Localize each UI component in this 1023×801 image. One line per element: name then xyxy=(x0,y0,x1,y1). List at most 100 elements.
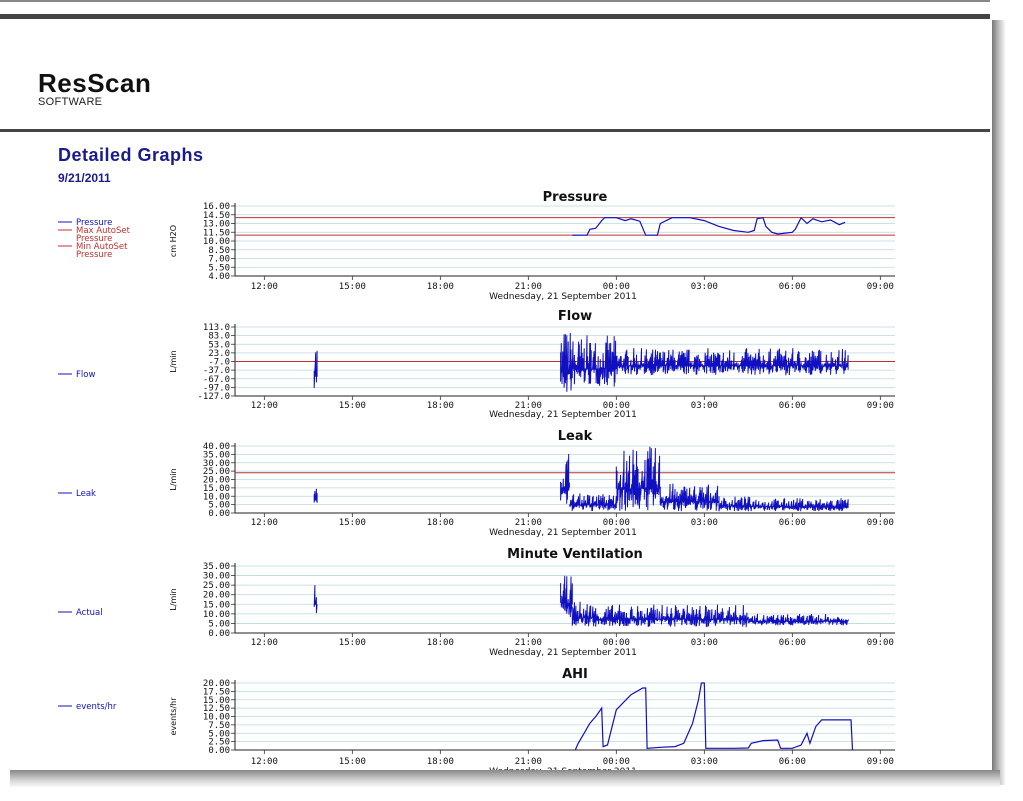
chart-title: Flow xyxy=(558,309,592,324)
chart-flow: Flow 113.083.053.023.0-7.0-37.0-67.0-97.0… xyxy=(58,309,895,420)
x-tick-label: 15:00 xyxy=(339,282,366,292)
y-tick-label: 16.00 xyxy=(203,202,230,212)
x-axis-caption: Wednesday, 21 September 2011 xyxy=(489,292,637,302)
y-tick-label: 5.50 xyxy=(208,263,230,273)
series-burst xyxy=(313,488,318,503)
y-tick-label: 10.00 xyxy=(203,610,230,620)
x-tick-label: 12:00 xyxy=(251,518,278,528)
legend-label: Min AutoSet xyxy=(76,242,128,252)
y-axis-label: L/min xyxy=(169,588,178,610)
series-line xyxy=(574,682,854,751)
series-burst xyxy=(313,585,318,614)
y-tick-label: 14.50 xyxy=(203,211,230,221)
y-axis-label: L/min xyxy=(169,468,178,490)
series-burst xyxy=(747,613,849,626)
x-tick-label: 03:00 xyxy=(691,401,718,411)
y-tick-label: -67.0 xyxy=(203,375,230,385)
legend-label-cont: Pressure xyxy=(76,234,112,244)
y-tick-label: 12.50 xyxy=(203,704,230,714)
page-shadow-bottom xyxy=(10,770,1000,788)
top-rule xyxy=(0,14,990,19)
x-tick-label: 18:00 xyxy=(427,282,454,292)
legend-label-cont: Pressure xyxy=(76,250,112,260)
x-tick-label: 06:00 xyxy=(779,282,806,292)
y-tick-label: 7.00 xyxy=(208,255,230,265)
brand-subtitle: SOFTWARE xyxy=(38,96,103,108)
series-burst xyxy=(762,498,849,512)
legend-label: Flow xyxy=(76,370,95,380)
y-tick-label: 25.00 xyxy=(203,581,230,591)
x-tick-label: 09:00 xyxy=(867,282,894,292)
legend-label: events/hr xyxy=(76,702,117,712)
chart-title: Minute Ventilation xyxy=(507,547,643,562)
y-tick-label: 2.50 xyxy=(208,738,230,748)
brand-name: ResScan xyxy=(38,68,152,98)
y-tick-label: 35.00 xyxy=(203,562,230,572)
x-tick-label: 18:00 xyxy=(427,401,454,411)
x-tick-label: 06:00 xyxy=(779,757,806,767)
x-tick-label: 00:00 xyxy=(603,282,630,292)
chart-pressure: Pressure 16.0014.5013.0011.5010.008.507.0… xyxy=(58,190,895,302)
chart-title: AHI xyxy=(562,667,588,682)
y-tick-label: 20.00 xyxy=(203,679,230,689)
legend-label: Max AutoSet xyxy=(76,226,131,236)
x-tick-label: 03:00 xyxy=(691,757,718,767)
y-tick-label: -97.0 xyxy=(203,383,230,393)
x-tick-label: 21:00 xyxy=(515,757,542,767)
y-tick-label: 25.00 xyxy=(203,467,230,477)
series-burst xyxy=(659,483,720,512)
y-axis-label: L/min xyxy=(169,350,178,372)
report-date: 9/21/2011 xyxy=(58,171,111,185)
series-burst xyxy=(615,348,849,376)
series-burst xyxy=(313,350,318,389)
x-tick-label: 06:00 xyxy=(779,638,806,648)
x-tick-label: 00:00 xyxy=(603,401,630,411)
report-page: ResScan SOFTWARE Detailed Graphs 9/21/20… xyxy=(0,0,990,770)
y-tick-label: 20.00 xyxy=(203,591,230,601)
y-tick-label: 20.00 xyxy=(203,476,230,486)
x-tick-label: 21:00 xyxy=(515,401,542,411)
legend-label: Leak xyxy=(76,489,96,499)
y-tick-label: 40.00 xyxy=(203,442,230,452)
x-tick-label: 18:00 xyxy=(427,638,454,648)
x-tick-label: 12:00 xyxy=(251,401,278,411)
x-axis-caption: Wednesday, 21 September 2011 xyxy=(489,767,637,770)
x-axis-caption: Wednesday, 21 September 2011 xyxy=(489,528,637,538)
y-tick-label: -127.0 xyxy=(197,392,230,402)
y-tick-label: 15.00 xyxy=(203,600,230,610)
x-tick-label: 21:00 xyxy=(515,282,542,292)
x-axis-caption: Wednesday, 21 September 2011 xyxy=(489,648,637,658)
y-tick-label: 35.00 xyxy=(203,450,230,460)
y-tick-label: 5.00 xyxy=(208,729,230,739)
y-tick-label: 15.00 xyxy=(203,484,230,494)
x-tick-label: 03:00 xyxy=(691,638,718,648)
series-burst xyxy=(560,453,570,504)
y-tick-label: 17.50 xyxy=(203,687,230,697)
x-tick-label: 00:00 xyxy=(603,518,630,528)
page-shadow-right xyxy=(992,20,1006,785)
x-tick-label: 12:00 xyxy=(251,757,278,767)
y-tick-label: 30.00 xyxy=(203,572,230,582)
x-tick-label: 15:00 xyxy=(339,638,366,648)
x-tick-label: 15:00 xyxy=(339,401,366,411)
y-tick-label: 23.0 xyxy=(208,349,230,359)
x-tick-label: 06:00 xyxy=(779,401,806,411)
y-tick-label: 7.50 xyxy=(208,721,230,731)
series-line xyxy=(572,216,846,236)
chart-title: Leak xyxy=(558,429,593,444)
series-burst xyxy=(592,604,749,628)
x-axis-caption: Wednesday, 21 September 2011 xyxy=(489,410,637,420)
page-title: Detailed Graphs xyxy=(58,145,204,165)
x-tick-label: 00:00 xyxy=(603,638,630,648)
x-tick-label: 21:00 xyxy=(515,518,542,528)
y-tick-label: -37.0 xyxy=(203,366,230,376)
x-tick-label: 12:00 xyxy=(251,282,278,292)
x-tick-label: 00:00 xyxy=(603,757,630,767)
y-tick-label: -7.0 xyxy=(208,358,230,368)
y-tick-label: 0.00 xyxy=(208,509,230,519)
legend-label: Pressure xyxy=(76,218,112,228)
x-tick-label: 18:00 xyxy=(427,757,454,767)
y-tick-label: 53.0 xyxy=(208,340,230,350)
y-tick-label: 10.00 xyxy=(203,713,230,723)
y-axis-label: cm H2O xyxy=(169,225,178,257)
